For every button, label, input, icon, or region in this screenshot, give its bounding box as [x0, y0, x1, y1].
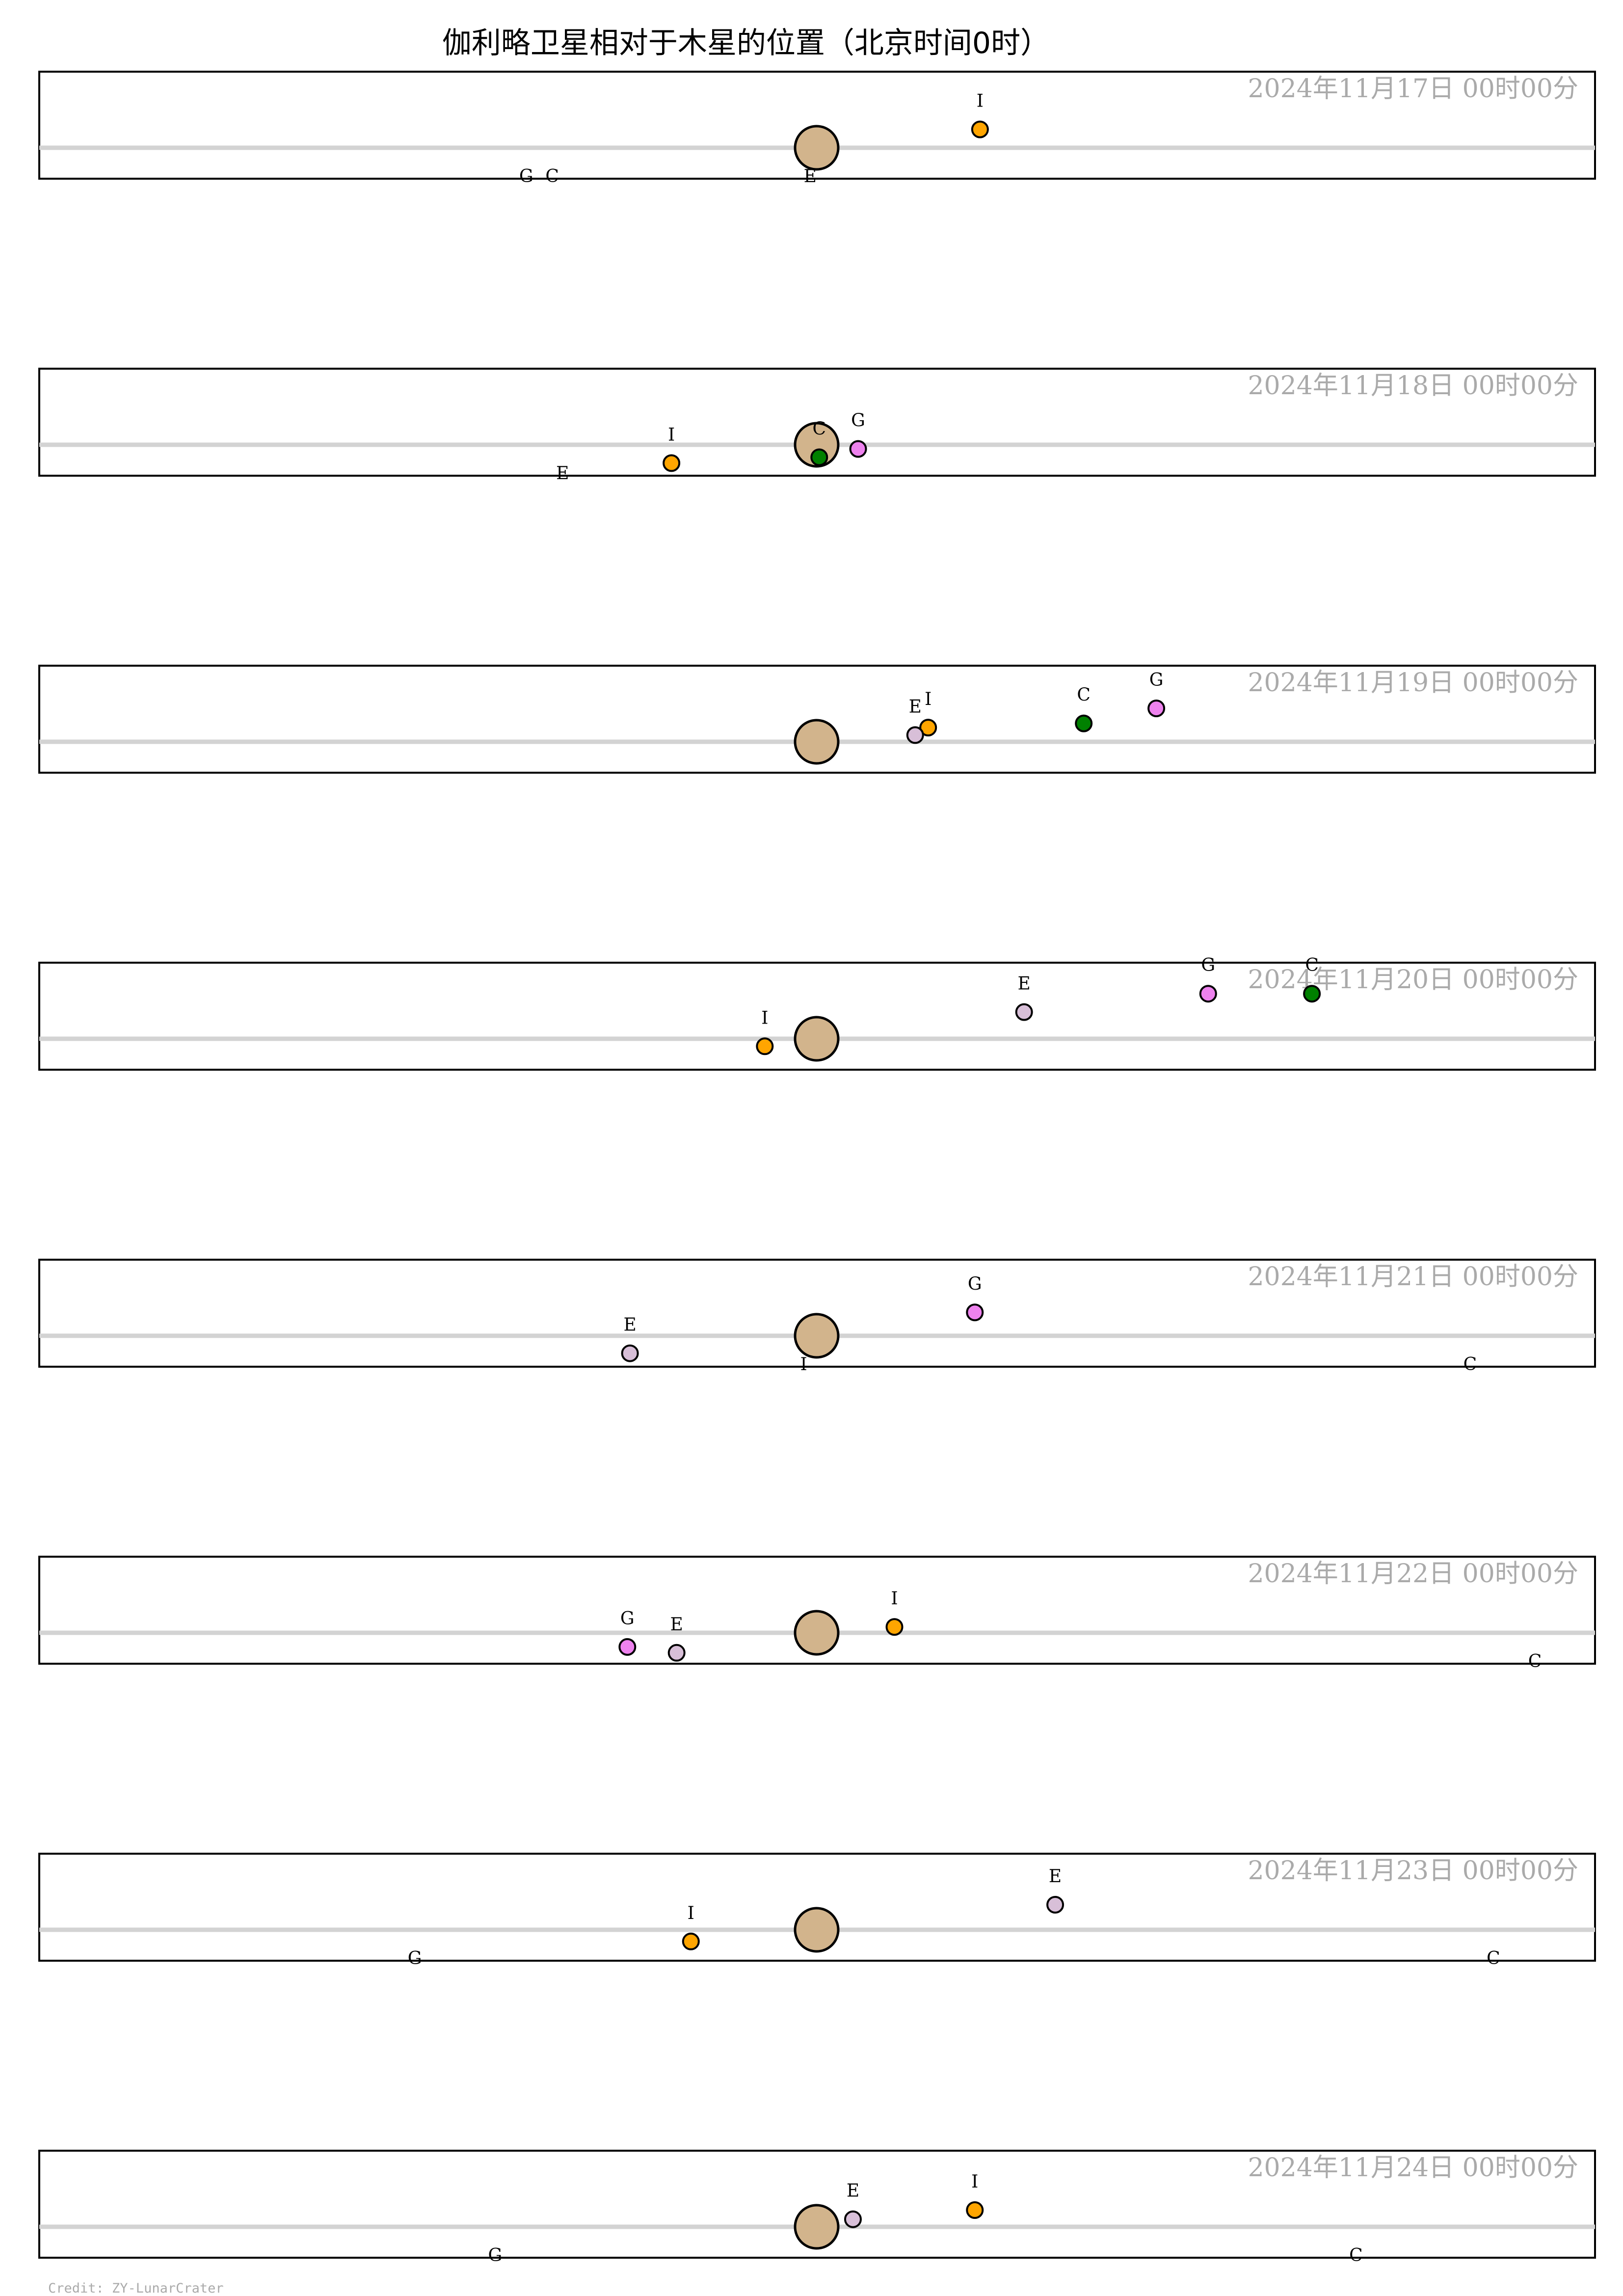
moon-label-I: I [971, 2172, 978, 2192]
moon-label-G: G [519, 166, 533, 187]
moon-marker-G [1199, 985, 1217, 1003]
moon-label-G: G [968, 1274, 982, 1294]
moon-marker-G [849, 440, 867, 458]
jupiter-marker [794, 125, 840, 171]
date-label: 2024年11月21日 00时00分 [1248, 1262, 1578, 1292]
date-label: 2024年11月23日 00时00分 [1248, 1856, 1578, 1886]
date-label: 2024年11月18日 00时00分 [1248, 371, 1578, 401]
moon-label-G: G [488, 2245, 502, 2266]
panel-5: 2024年11月22日 00时00分 I E G C [38, 1556, 1596, 1672]
moon-marker-I [919, 719, 937, 737]
moon-marker-E [844, 2210, 862, 2228]
moon-label-E: E [847, 2181, 859, 2201]
panel-0: 2024年11月17日 00时00分 I E G C [38, 71, 1596, 187]
moon-label-E: E [909, 697, 922, 717]
moon-label-I: I [977, 91, 984, 111]
moon-marker-E [621, 1344, 639, 1362]
moon-marker-C [1075, 714, 1093, 732]
jupiter-marker [794, 1016, 840, 1062]
moon-marker-I [966, 2201, 984, 2219]
panel-2: 2024年11月19日 00时00分 IE G C [38, 665, 1596, 774]
moon-label-C: C [1305, 955, 1319, 975]
moon-label-C: C [1528, 1651, 1542, 1672]
jupiter-marker [794, 719, 840, 765]
panel-frame [38, 2150, 1596, 2259]
panel-1: 2024年11月18日 00时00分 I E G C [38, 368, 1596, 484]
moon-marker-E [1046, 1896, 1064, 1914]
chart-title: 伽利略卫星相对于木星的位置（北京时间0时） [442, 26, 1050, 60]
panel-frame [38, 962, 1596, 1071]
moon-label-E: E [1018, 974, 1031, 994]
moon-marker-I [663, 454, 681, 472]
moon-label-G: G [851, 411, 865, 431]
moon-label-I: I [761, 1008, 768, 1028]
panel-3: 2024年11月20日 00时00分 I E G C [38, 955, 1596, 1071]
moon-label-C: C [1487, 1948, 1500, 1969]
moon-label-I: I [668, 425, 675, 445]
moon-marker-E [667, 1644, 686, 1662]
date-label: 2024年11月22日 00时00分 [1248, 1559, 1578, 1589]
moon-label-C: C [813, 419, 826, 439]
moon-label-E: E [623, 1315, 636, 1335]
moon-marker-C [810, 448, 828, 466]
moon-marker-G [618, 1638, 637, 1656]
panel-frame [38, 1556, 1596, 1665]
moon-label-E: E [556, 463, 569, 484]
date-label: 2024年11月17日 00时00分 [1248, 74, 1578, 104]
date-label: 2024年11月20日 00时00分 [1248, 965, 1578, 995]
moon-marker-I [682, 1932, 700, 1950]
moon-marker-G [1147, 700, 1166, 717]
panel-frame [38, 71, 1596, 180]
moon-label-G: G [1201, 955, 1215, 975]
panel-7: 2024年11月24日 00时00分 I E G C [38, 2150, 1596, 2266]
moon-marker-I [971, 120, 989, 138]
moon-label-G: G [1149, 670, 1164, 690]
moon-label-E: E [670, 1615, 683, 1635]
jupiter-marker [794, 1907, 840, 1953]
moon-marker-C [1303, 985, 1321, 1003]
date-label: 2024年11月24日 00时00分 [1248, 2153, 1578, 2183]
moon-marker-G [966, 1303, 984, 1322]
moon-label-I: I [800, 1354, 807, 1375]
moon-label-I: I [891, 1589, 898, 1609]
jupiter-marker [794, 2204, 840, 2250]
moon-label-I: I [688, 1903, 694, 1923]
moon-marker-I [885, 1618, 904, 1636]
moon-label-C: C [1349, 2245, 1363, 2266]
panel-frame [38, 1853, 1596, 1962]
panel-4: 2024年11月21日 00时00分 I E G C [38, 1259, 1596, 1375]
moon-label-G: G [620, 1609, 635, 1629]
moon-label-C: C [545, 166, 559, 187]
moon-marker-E [1015, 1003, 1033, 1021]
moon-marker-E [906, 726, 924, 744]
moon-label-C: C [1077, 685, 1091, 705]
moon-label-E: E [1049, 1866, 1062, 1887]
panel-frame [38, 1259, 1596, 1368]
panel-frame [38, 368, 1596, 477]
moon-label-E: E [804, 166, 817, 187]
date-label: 2024年11月19日 00时00分 [1248, 668, 1578, 698]
panel-6: 2024年11月23日 00时00分 I E G C [38, 1853, 1596, 1969]
credit-text: Credit: ZY-LunarCrater [48, 2281, 224, 2296]
moon-marker-I [756, 1037, 774, 1055]
panel-frame [38, 665, 1596, 774]
moon-label-I: I [925, 689, 931, 709]
moon-label-C: C [1463, 1354, 1477, 1375]
jupiter-marker [794, 1313, 840, 1359]
moon-label-G: G [408, 1948, 422, 1969]
jupiter-marker [794, 1610, 840, 1656]
